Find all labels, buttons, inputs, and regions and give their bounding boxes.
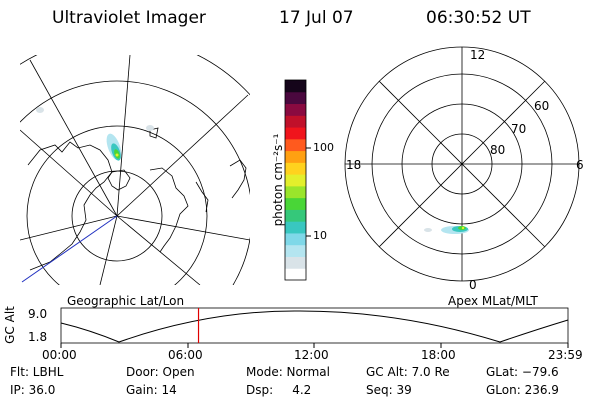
- x-tick-2359: 23:59: [548, 348, 583, 362]
- lat-label-70: 70: [511, 122, 527, 136]
- colorbar-tick-100: 100: [313, 141, 334, 154]
- colorbar-band: [285, 162, 306, 175]
- mode-info: Mode: Normal: [246, 365, 330, 379]
- mlt-label-0: 0: [469, 278, 477, 292]
- x-tick-0000: 00:00: [42, 348, 77, 362]
- colorbar-band: [285, 138, 306, 152]
- aurora-patch-right: [424, 226, 469, 234]
- date-label: 17 Jul 07: [279, 8, 354, 28]
- gc-alt-info: GC Alt: 7.0 Re: [366, 365, 450, 379]
- alt-axis-label: GC Alt: [3, 306, 17, 344]
- alt-max-label: 9.0: [28, 307, 48, 321]
- glat-info: GLat: −79.6: [486, 365, 559, 379]
- mlt-label-12: 12: [470, 48, 486, 62]
- lat-label-80: 80: [490, 143, 506, 157]
- colorbar-band: [285, 115, 306, 128]
- alt-min-label: 1.8: [28, 330, 48, 344]
- colorbar-band: [285, 103, 306, 116]
- colorbar-band: [285, 150, 306, 163]
- colorbar-band: [285, 91, 306, 105]
- x-tick-0600: 06:00: [168, 348, 203, 362]
- colorbar-band: [285, 197, 306, 210]
- magnetic-map-label: Apex MLat/MLT: [448, 294, 538, 308]
- aurora-patch-left: [36, 107, 154, 161]
- colorbar-band: [285, 127, 306, 140]
- mlt-label-18: 18: [346, 158, 362, 172]
- mlt-label-6: 6: [576, 158, 584, 172]
- x-tick-1800: 18:00: [421, 348, 456, 362]
- seq-info: Seq: 39: [366, 383, 412, 397]
- page-title: Ultraviolet Imager: [52, 8, 206, 28]
- colorbar-tick-10: 10: [313, 229, 327, 242]
- x-tick-1200: 12:00: [294, 348, 329, 362]
- lat-label-60: 60: [534, 99, 550, 113]
- colorbar-band: [285, 232, 306, 246]
- filter-info: Flt: LBHL: [10, 365, 64, 379]
- dsp-info: Dsp: 4.2: [246, 383, 312, 397]
- colorbar-band: [285, 209, 306, 222]
- time-label: 06:30:52 UT: [426, 8, 531, 28]
- ip-info: IP: 36.0: [10, 383, 56, 397]
- colorbar-band: [285, 244, 306, 257]
- door-info: Door: Open: [126, 365, 195, 379]
- gain-info: Gain: 14: [126, 383, 177, 397]
- colorbar-band: [285, 174, 306, 187]
- colorbar-band: [285, 256, 306, 269]
- colorbar-band: [285, 185, 306, 199]
- glon-info: GLon: 236.9: [486, 383, 559, 397]
- colorbar-band: [285, 80, 306, 93]
- colorbar-band: [285, 268, 306, 281]
- geographic-map-label: Geographic Lat/Lon: [67, 294, 185, 308]
- colorbar-band: [285, 221, 306, 234]
